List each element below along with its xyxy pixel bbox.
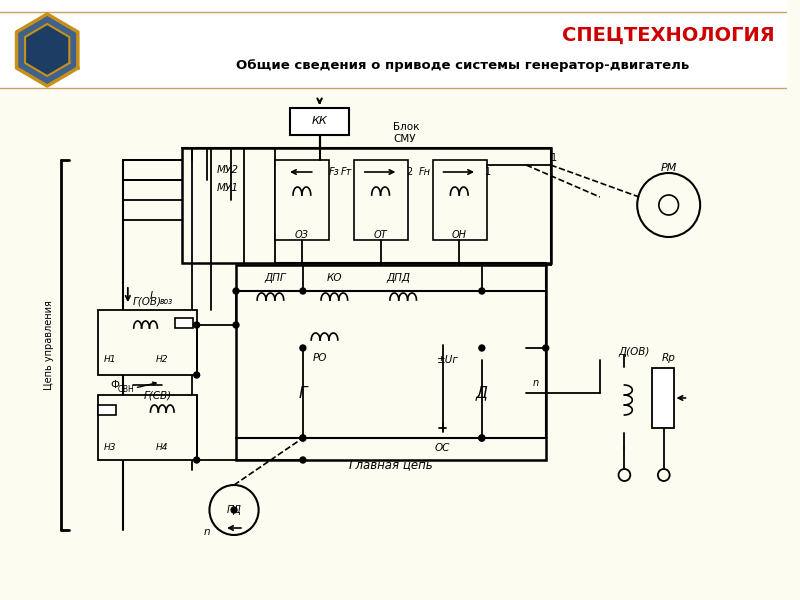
Text: n: n [203, 527, 210, 537]
Text: ОТ: ОТ [374, 230, 387, 240]
Text: Д(ОВ): Д(ОВ) [618, 347, 650, 357]
Bar [275, 160, 330, 240]
Circle shape [300, 345, 306, 351]
Bar [236, 265, 546, 460]
Circle shape [194, 372, 200, 378]
Text: СПЕЦТЕХНОЛОГИЯ: СПЕЦТЕХНОЛОГИЯ [562, 25, 775, 44]
Text: ДПД: ДПД [386, 273, 410, 283]
Text: МУ2: МУ2 [217, 165, 239, 175]
Text: МУ1: МУ1 [217, 183, 239, 193]
Circle shape [233, 322, 239, 328]
Circle shape [233, 288, 239, 294]
Text: Н4: Н4 [156, 443, 169, 451]
Text: Г(ОВ): Г(ОВ) [133, 297, 162, 307]
Circle shape [300, 288, 306, 294]
Text: Блок
СМУ: Блок СМУ [394, 122, 420, 144]
Text: ОЗ: ОЗ [295, 230, 309, 240]
Polygon shape [17, 14, 78, 86]
Text: n: n [533, 378, 539, 388]
Text: Н3: Н3 [104, 443, 116, 451]
Text: Цепь управления: Цепь управления [44, 300, 54, 390]
Text: 2: 2 [406, 167, 412, 177]
Text: Fн: Fн [418, 167, 430, 177]
Text: ОВН: ОВН [118, 385, 134, 395]
Text: ОН: ОН [452, 230, 466, 240]
Circle shape [479, 435, 485, 441]
Text: ±Uг: ±Uг [437, 355, 458, 365]
Text: РО: РО [313, 353, 326, 363]
Bar [98, 310, 197, 375]
Text: Г(СВ): Г(СВ) [144, 390, 172, 400]
Circle shape [479, 345, 485, 351]
Text: Fт: Fт [341, 167, 352, 177]
Text: ДПГ: ДПГ [265, 273, 286, 283]
Circle shape [479, 288, 485, 294]
Bar [354, 160, 408, 240]
Text: Главная цепь: Главная цепь [349, 458, 432, 472]
Circle shape [194, 457, 200, 463]
Bar [290, 108, 349, 135]
Text: ОС: ОС [435, 443, 450, 453]
Text: ПД: ПД [226, 505, 242, 515]
Text: КО: КО [326, 273, 342, 283]
Circle shape [479, 435, 485, 441]
Bar [433, 160, 486, 240]
Bar [0, 0, 786, 90]
Bar [175, 318, 193, 328]
Bar [652, 368, 674, 428]
Bar [98, 395, 197, 460]
Text: I: I [150, 291, 153, 301]
Circle shape [543, 345, 549, 351]
Text: Ф: Ф [110, 380, 119, 390]
Text: Fз: Fз [329, 167, 339, 177]
Text: Общие сведения о приводе системы генератор-двигатель: Общие сведения о приводе системы генерат… [235, 59, 689, 73]
Text: Г: Г [298, 385, 307, 401]
Text: 1: 1 [485, 167, 491, 177]
Text: РМ: РМ [661, 163, 677, 173]
Circle shape [194, 322, 200, 328]
Text: Д: Д [476, 385, 488, 401]
Bar [98, 405, 116, 415]
Text: Н2: Н2 [156, 355, 169, 364]
Text: КК: КК [312, 116, 327, 126]
Circle shape [300, 435, 306, 441]
Circle shape [231, 507, 237, 513]
Bar [182, 148, 550, 263]
Text: Rр: Rр [662, 353, 676, 363]
Text: воз: воз [159, 298, 173, 307]
Polygon shape [25, 24, 70, 76]
Circle shape [300, 457, 306, 463]
Text: 1: 1 [550, 153, 557, 163]
Circle shape [300, 435, 306, 441]
Text: Н1: Н1 [104, 355, 116, 364]
